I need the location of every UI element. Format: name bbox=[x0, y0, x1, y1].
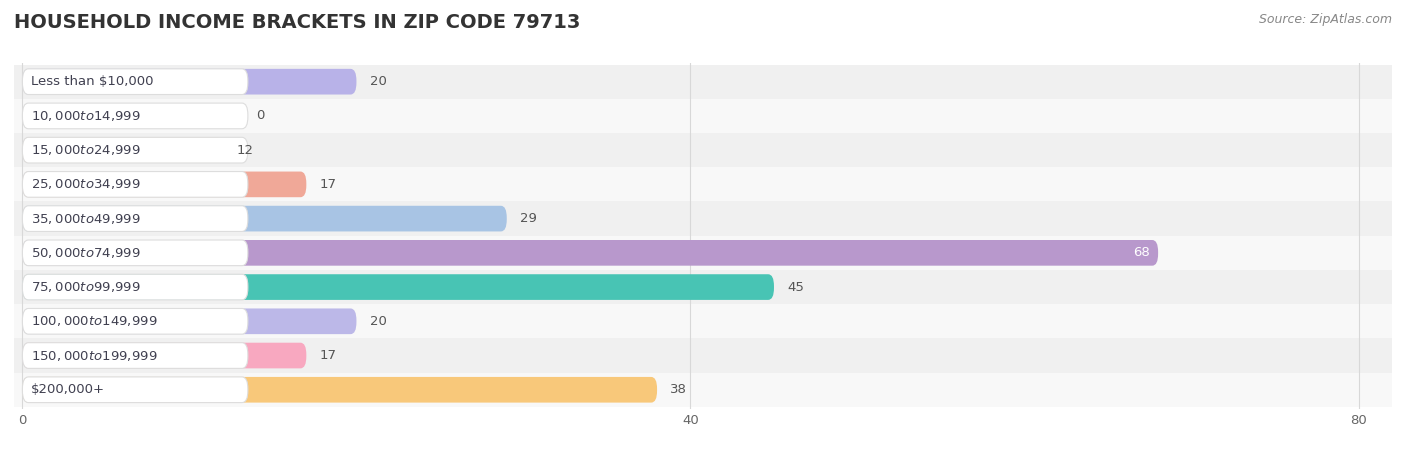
FancyBboxPatch shape bbox=[22, 343, 307, 368]
Text: $15,000 to $24,999: $15,000 to $24,999 bbox=[31, 143, 141, 157]
Text: $25,000 to $34,999: $25,000 to $34,999 bbox=[31, 177, 141, 191]
Text: $150,000 to $199,999: $150,000 to $199,999 bbox=[31, 348, 157, 362]
FancyBboxPatch shape bbox=[22, 206, 506, 231]
FancyBboxPatch shape bbox=[22, 240, 247, 266]
Text: $35,000 to $49,999: $35,000 to $49,999 bbox=[31, 211, 141, 225]
Bar bbox=[14, 99, 1392, 133]
Bar bbox=[14, 133, 1392, 167]
Bar bbox=[14, 236, 1392, 270]
Text: HOUSEHOLD INCOME BRACKETS IN ZIP CODE 79713: HOUSEHOLD INCOME BRACKETS IN ZIP CODE 79… bbox=[14, 13, 581, 32]
FancyBboxPatch shape bbox=[22, 308, 357, 334]
Text: Source: ZipAtlas.com: Source: ZipAtlas.com bbox=[1258, 13, 1392, 26]
FancyBboxPatch shape bbox=[22, 308, 247, 334]
FancyBboxPatch shape bbox=[22, 240, 1159, 266]
FancyBboxPatch shape bbox=[22, 172, 247, 197]
Text: $200,000+: $200,000+ bbox=[31, 383, 105, 396]
FancyBboxPatch shape bbox=[22, 377, 657, 403]
FancyBboxPatch shape bbox=[22, 103, 247, 129]
Text: $100,000 to $149,999: $100,000 to $149,999 bbox=[31, 314, 157, 328]
Text: Less than $10,000: Less than $10,000 bbox=[31, 75, 153, 88]
Bar bbox=[14, 65, 1392, 99]
FancyBboxPatch shape bbox=[22, 172, 307, 197]
FancyBboxPatch shape bbox=[22, 69, 247, 95]
Bar bbox=[14, 167, 1392, 202]
Bar bbox=[14, 339, 1392, 373]
Text: 45: 45 bbox=[787, 281, 804, 294]
Text: 17: 17 bbox=[319, 349, 336, 362]
FancyBboxPatch shape bbox=[22, 274, 773, 300]
Bar bbox=[14, 373, 1392, 407]
FancyBboxPatch shape bbox=[22, 274, 247, 300]
FancyBboxPatch shape bbox=[22, 137, 222, 163]
FancyBboxPatch shape bbox=[22, 343, 247, 368]
Bar bbox=[14, 270, 1392, 304]
Bar bbox=[14, 202, 1392, 236]
FancyBboxPatch shape bbox=[22, 137, 247, 163]
Text: $75,000 to $99,999: $75,000 to $99,999 bbox=[31, 280, 141, 294]
Text: 20: 20 bbox=[370, 75, 387, 88]
Text: 12: 12 bbox=[236, 144, 253, 157]
Text: 29: 29 bbox=[520, 212, 537, 225]
Text: 0: 0 bbox=[256, 110, 264, 123]
Text: $10,000 to $14,999: $10,000 to $14,999 bbox=[31, 109, 141, 123]
FancyBboxPatch shape bbox=[22, 206, 247, 231]
Text: 68: 68 bbox=[1133, 247, 1150, 260]
Text: $50,000 to $74,999: $50,000 to $74,999 bbox=[31, 246, 141, 260]
Bar bbox=[14, 304, 1392, 339]
Text: 38: 38 bbox=[671, 383, 688, 396]
Text: 20: 20 bbox=[370, 315, 387, 328]
FancyBboxPatch shape bbox=[22, 377, 247, 403]
Text: 17: 17 bbox=[319, 178, 336, 191]
FancyBboxPatch shape bbox=[22, 69, 357, 95]
